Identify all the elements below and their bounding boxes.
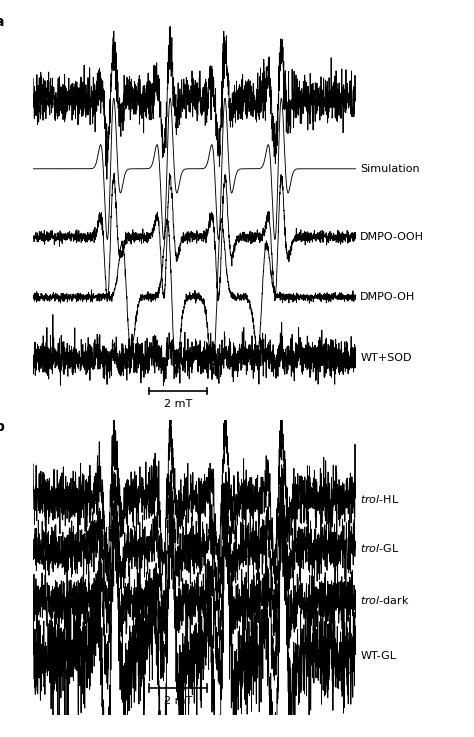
Text: $\it{trol}$-dark: $\it{trol}$-dark <box>360 594 410 606</box>
Text: $\it{trol}$-HL: $\it{trol}$-HL <box>360 493 400 505</box>
Text: b: b <box>0 420 4 434</box>
Text: Simulation: Simulation <box>360 164 420 174</box>
Text: WT-GL: WT-GL <box>360 651 396 661</box>
Text: DMPO-OOH: DMPO-OOH <box>360 232 424 242</box>
Text: $\it{trol}$-GL: $\it{trol}$-GL <box>360 542 400 553</box>
Text: WT+SOD: WT+SOD <box>360 352 412 363</box>
Text: a: a <box>0 15 4 29</box>
Text: 2 mT: 2 mT <box>164 399 192 408</box>
Text: DMPO-OH: DMPO-OH <box>360 292 416 302</box>
Text: 2 mT: 2 mT <box>164 696 192 706</box>
